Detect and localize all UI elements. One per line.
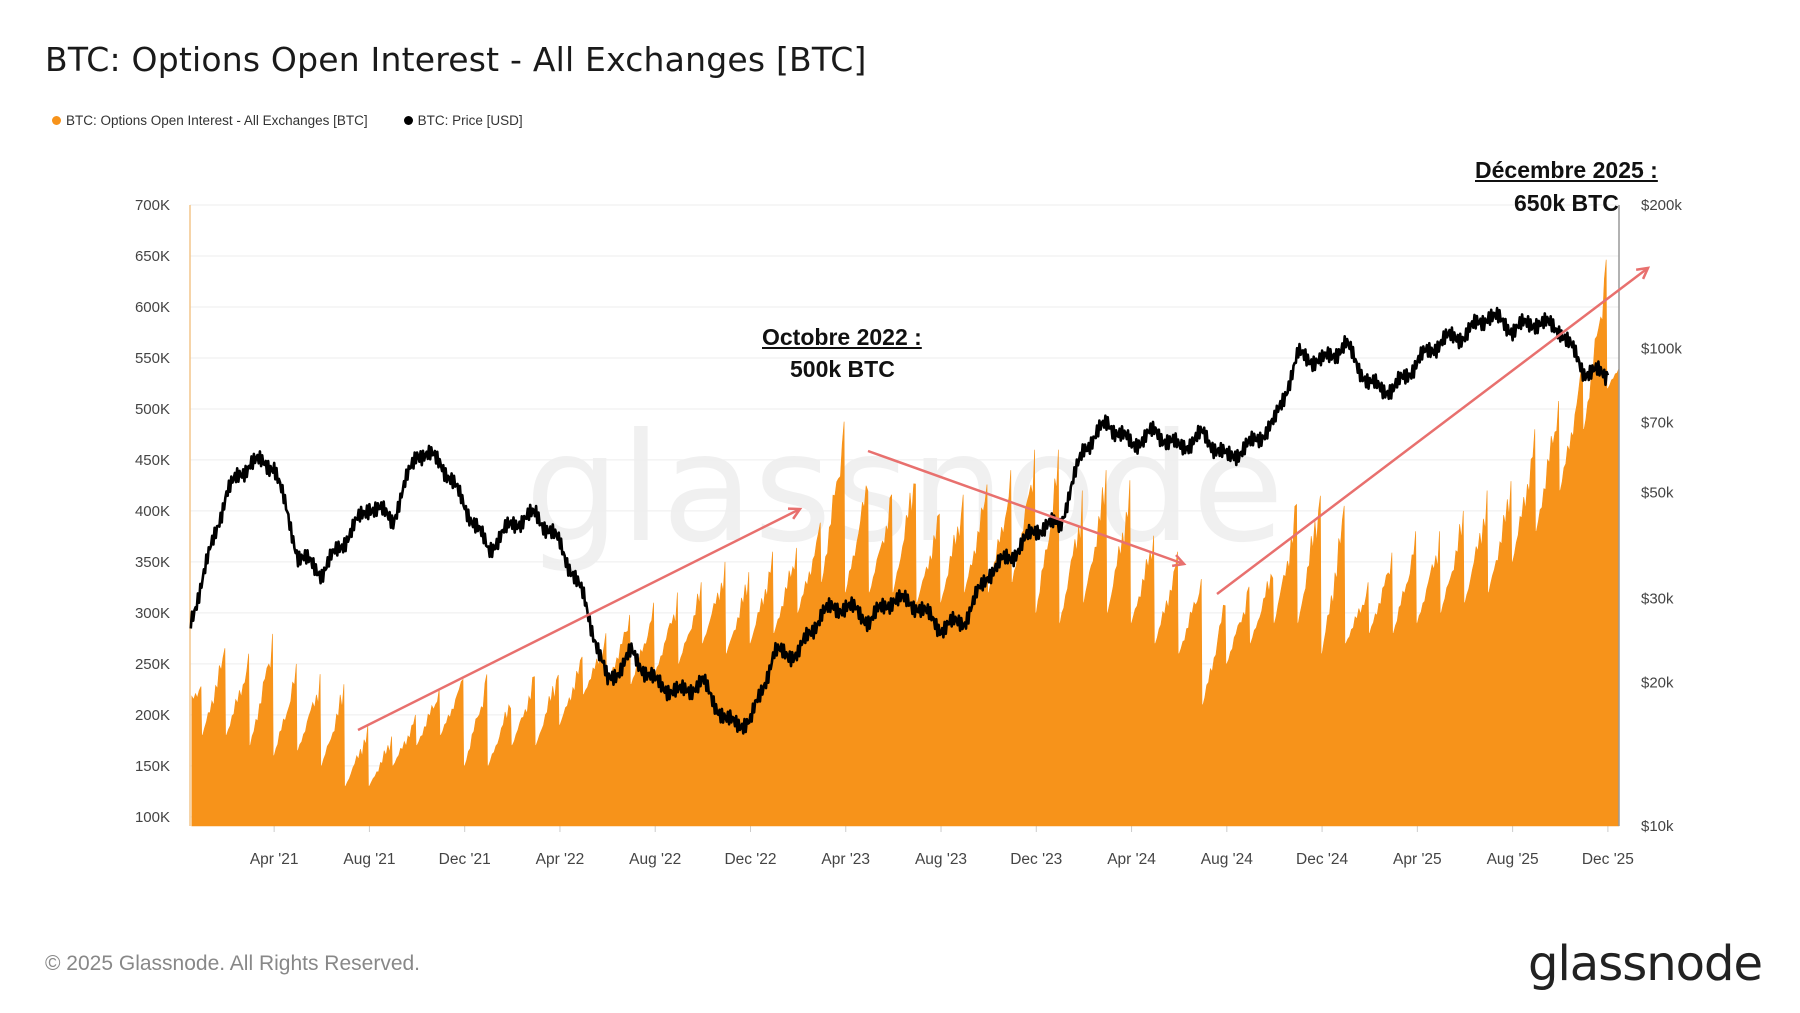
x-axis-tick-label: Aug '24 [1201, 851, 1253, 868]
x-axis-tick-label: Dec '25 [1582, 851, 1634, 868]
left-axis-tick-label: 200K [135, 707, 170, 724]
left-axis-tick-label: 500K [135, 401, 170, 418]
right-axis-tick-label: $10k [1641, 818, 1674, 835]
x-axis-tick-label: Dec '23 [1010, 851, 1062, 868]
right-axis-tick-label: $70k [1641, 415, 1674, 432]
right-axis-tick-label: $20k [1641, 674, 1674, 691]
right-axis-tick-label: $30k [1641, 590, 1674, 607]
orange-dot-icon [52, 116, 61, 125]
trend-arrow [867, 449, 1185, 566]
x-axis-tick-label: Apr '24 [1107, 851, 1156, 868]
oi-area [191, 259, 1620, 827]
x-axis-tick-label: Aug '22 [629, 851, 681, 868]
legend-label: BTC: Options Open Interest - All Exchang… [66, 113, 368, 128]
legend-label: BTC: Price [USD] [417, 113, 523, 128]
glassnode-logo: glassnode [1527, 936, 1763, 992]
x-axis-tick-label: Dec '22 [724, 851, 776, 868]
x-axis-tick-label: Dec '21 [439, 851, 491, 868]
trend-arrow [1216, 267, 1649, 595]
x-axis-tick-label: Dec '24 [1296, 851, 1348, 868]
x-axis-tick-label: Aug '25 [1487, 851, 1539, 868]
right-axis-tick-label: $200k [1641, 197, 1682, 214]
left-axis-tick-label: 400K [135, 503, 170, 520]
black-dot-icon [403, 116, 413, 125]
x-axis-tick-label: Apr '25 [1393, 851, 1442, 868]
legend-item-oi[interactable]: BTC: Options Open Interest - All Exchang… [52, 113, 368, 128]
annotation-dec-2025-value: 650k BTC [1514, 190, 1619, 216]
annotation-oct-2022-title: Octobre 2022 : [762, 324, 922, 350]
left-axis-tick-label: 250K [135, 656, 170, 673]
copyright: © 2025 Glassnode. All Rights Reserved. [45, 952, 421, 975]
left-axis-tick-label: 700K [135, 197, 170, 214]
x-axis-tick-label: Aug '23 [915, 851, 967, 868]
left-axis-tick-label: 100K [135, 809, 170, 826]
legend-item-price[interactable]: BTC: Price [USD] [403, 113, 523, 128]
x-axis-tick-label: Apr '21 [250, 851, 299, 868]
chart-title: BTC: Options Open Interest - All Exchang… [45, 40, 867, 79]
arrow-head-icon [1171, 554, 1187, 568]
left-axis-tick-label: 550K [135, 350, 170, 367]
legend: BTC: Options Open Interest - All Exchang… [52, 113, 523, 128]
left-axis-tick-label: 650K [135, 248, 170, 265]
left-axis-tick-label: 150K [135, 758, 170, 775]
annotation-oct-2022-value: 500k BTC [790, 356, 895, 382]
trend-arrow [357, 507, 801, 732]
left-axis-tick-label: 450K [135, 452, 170, 469]
x-axis-tick-label: Apr '23 [821, 851, 870, 868]
right-axis-tick-label: $100k [1641, 341, 1682, 358]
annotation-dec-2025-title: Décembre 2025 : [1475, 157, 1658, 183]
arrow-head-icon [787, 507, 803, 520]
left-axis-tick-label: 600K [135, 299, 170, 316]
x-axis-tick-label: Apr '22 [536, 851, 585, 868]
right-axis-tick-label: $50k [1641, 484, 1674, 501]
x-axis-tick-label: Aug '21 [343, 851, 395, 868]
left-axis-tick-label: 350K [135, 554, 170, 571]
price-line [189, 306, 1610, 735]
arrow-head-icon [1635, 266, 1651, 280]
left-axis-tick-label: 300K [135, 605, 170, 622]
